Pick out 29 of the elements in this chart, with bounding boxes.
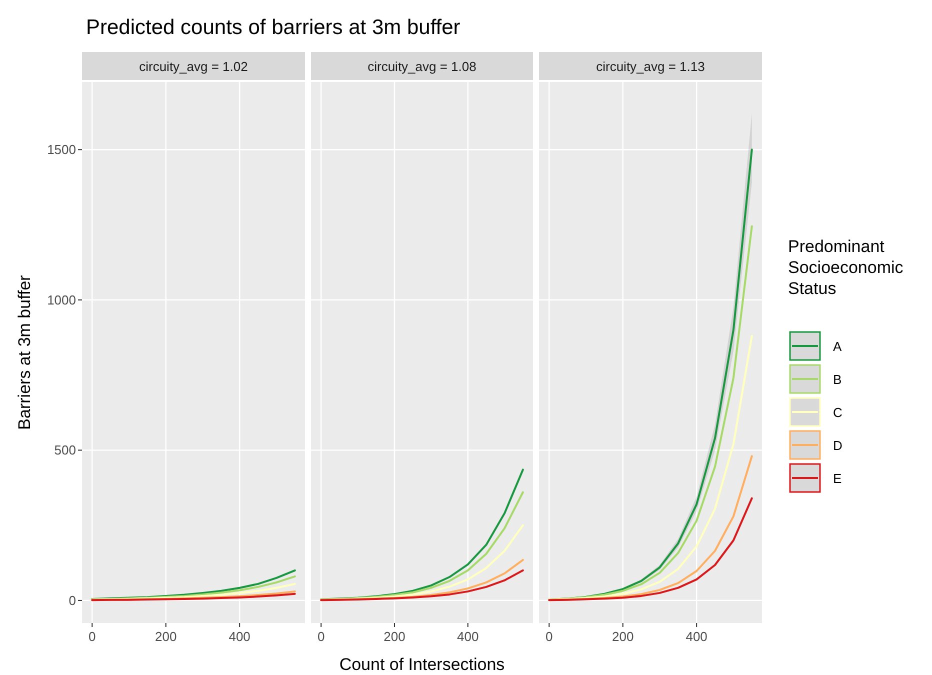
legend-label: D [833,438,842,453]
x-tick-label: 0 [546,629,553,644]
legend-label: C [833,405,842,420]
x-axis-title: Count of Intersections [339,655,505,674]
y-tick-label: 0 [68,592,76,608]
x-tick-label: 200 [384,629,406,644]
legend-title: Predominant Socioeconomic Status [788,237,904,298]
x-tick-label: 400 [457,629,479,644]
x-tick-label: 200 [155,629,177,644]
x-tick-label: 0 [88,629,96,644]
chart-subtitle: circuity_avg = 1.02 [139,59,248,74]
y-tick-label: 500 [54,442,76,458]
chart-subtitle: circuity_avg = 1.08 [368,59,476,74]
line-series [91,575,296,600]
x-tick-label: 0 [317,629,325,644]
y-tick-label: 1000 [47,292,76,308]
legend-label: E [833,471,842,486]
legend-label: B [833,372,842,387]
line-series [91,582,296,601]
x-tick-label: 400 [228,629,250,644]
line-series [91,569,296,600]
y-axis-title: Barriers at 3m buffer [15,274,34,430]
line-series [91,592,296,602]
chart-title: Predicted counts of barriers at 3m buffer [86,16,460,39]
x-tick-label: 400 [686,629,708,644]
chart-subtitle: circuity_avg = 1.13 [596,59,705,74]
y-tick-label: 1500 [47,142,76,158]
legend-label: A [833,339,842,354]
x-tick-label: 200 [612,629,634,644]
